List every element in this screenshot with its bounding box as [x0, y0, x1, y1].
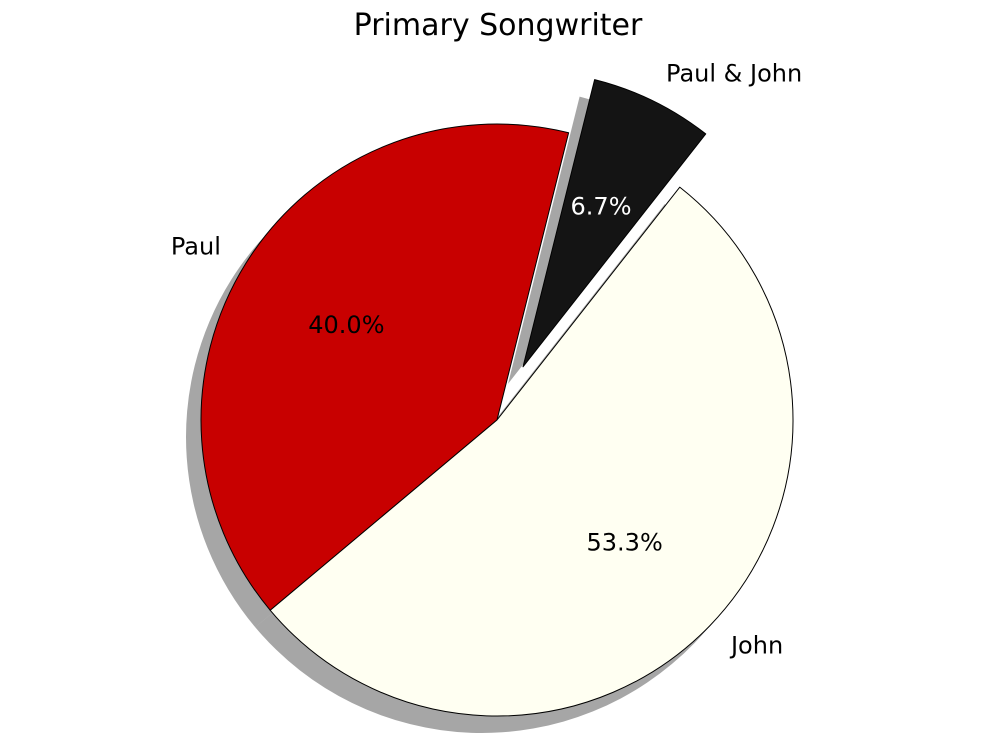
pie-slice-paul: [200, 123, 570, 611]
pie-slice-john: [269, 186, 794, 717]
slice-label-paul-and-john: Paul & John: [666, 59, 802, 87]
pie-slice-paul-and-john: [522, 79, 707, 368]
slice-percent-paul-and-john: 6.7%: [571, 192, 632, 220]
chart-title: Primary Songwriter: [354, 8, 643, 43]
slice-label-paul: Paul: [171, 232, 221, 260]
slice-layer: [200, 79, 794, 717]
slice-percent-paul: 40.0%: [308, 311, 384, 339]
slice-percent-john: 53.3%: [587, 529, 663, 557]
slice-label-john: John: [729, 631, 783, 659]
label-layer: Paul 40.0% John 53.3% Paul & John 6.7%: [171, 59, 802, 659]
